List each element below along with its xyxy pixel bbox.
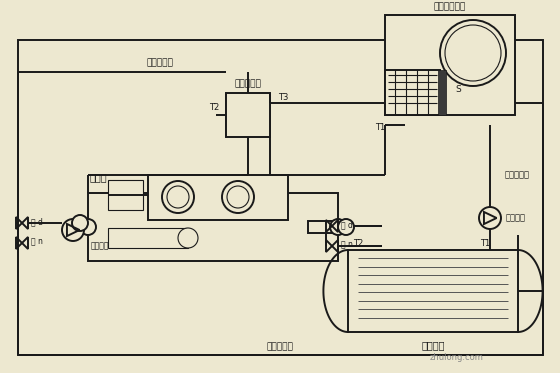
Circle shape <box>162 181 194 213</box>
Bar <box>348 250 518 332</box>
Text: T3: T3 <box>278 94 288 103</box>
Text: 蓄冷装置: 蓄冷装置 <box>421 340 445 350</box>
Circle shape <box>330 219 346 235</box>
Circle shape <box>80 219 96 235</box>
Bar <box>308 221 336 233</box>
Bar <box>148 175 288 220</box>
Circle shape <box>338 219 354 235</box>
Text: 制冷机: 制冷机 <box>90 172 108 182</box>
Circle shape <box>178 228 198 248</box>
Text: 板式换热器: 板式换热器 <box>235 79 262 88</box>
Text: S: S <box>455 85 461 94</box>
Text: 阀 d: 阀 d <box>341 220 353 229</box>
Text: 蓄冷剂泵: 蓄冷剂泵 <box>91 241 110 251</box>
Text: zhulong.com: zhulong.com <box>430 354 484 363</box>
Text: 蓄冷剂回路: 蓄冷剂回路 <box>267 342 293 351</box>
Circle shape <box>479 207 501 229</box>
Text: 阀 n: 阀 n <box>341 241 353 250</box>
Text: T2: T2 <box>353 239 363 248</box>
Circle shape <box>222 181 254 213</box>
Circle shape <box>62 219 84 241</box>
Text: 蓄冷剂回路: 蓄冷剂回路 <box>147 59 174 68</box>
Bar <box>438 70 446 115</box>
Text: T1: T1 <box>375 122 385 132</box>
Text: T1: T1 <box>480 239 490 248</box>
Text: 阀 d: 阀 d <box>31 217 43 226</box>
Bar <box>88 193 338 261</box>
Bar <box>108 180 143 210</box>
Bar <box>226 93 270 137</box>
Circle shape <box>440 20 506 86</box>
Text: 冷冻水泵: 冷冻水泵 <box>506 213 526 223</box>
Bar <box>385 70 440 115</box>
Text: T2: T2 <box>209 103 219 112</box>
Circle shape <box>72 215 88 231</box>
Text: 阀 n: 阀 n <box>31 238 43 247</box>
Bar <box>385 15 515 115</box>
Bar <box>18 40 543 355</box>
Bar <box>108 228 188 248</box>
Text: 冷冻水回路: 冷冻水回路 <box>505 170 530 179</box>
Text: 空气处理机组: 空气处理机组 <box>434 3 466 12</box>
